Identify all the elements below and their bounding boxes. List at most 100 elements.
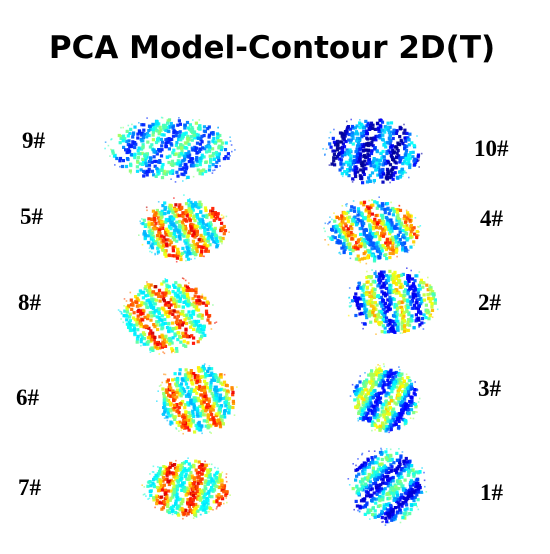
contour-pixel	[364, 234, 368, 238]
contour-pixel	[384, 399, 388, 403]
contour-pixel	[365, 240, 369, 245]
contour-pixel	[167, 393, 171, 397]
contour-pixel	[147, 291, 151, 295]
contour-pixel	[416, 405, 418, 407]
contour-pixel	[368, 294, 372, 299]
contour-pixel	[192, 251, 196, 255]
contour-pixel	[187, 310, 191, 314]
contour-pixel	[354, 391, 358, 396]
contour-pixel	[356, 240, 360, 244]
contour-pixel	[155, 315, 159, 319]
contour-pixel	[416, 388, 418, 390]
contour-pixel	[378, 504, 382, 508]
contour-pixel	[125, 310, 130, 314]
contour-pixel	[416, 389, 419, 392]
contour-pixel	[145, 173, 149, 177]
contour-pixel	[379, 128, 383, 132]
contour-pixel	[156, 320, 160, 324]
contour-pixel	[399, 293, 403, 297]
contour-pixel	[143, 493, 146, 495]
contour-pixel	[198, 156, 202, 161]
contour-pixel	[363, 407, 367, 411]
contour-pixel	[175, 208, 179, 212]
contour-pixel	[187, 231, 191, 235]
contour-pixel	[377, 490, 381, 494]
contour-pixel	[147, 225, 151, 229]
contour-pixel	[355, 504, 359, 508]
contour-pixel	[175, 170, 179, 174]
contour-pixel	[167, 314, 171, 318]
contour-pixel	[381, 492, 385, 496]
contour-pixel	[393, 305, 397, 309]
contour-pixel	[363, 322, 367, 326]
contour-pixel	[373, 182, 375, 184]
contour-pixel	[169, 496, 173, 500]
contour-pixel	[148, 145, 152, 149]
contour-pixel	[171, 217, 175, 221]
contour-pixel	[182, 313, 186, 317]
contour-pixel	[215, 155, 219, 159]
contour-pixel	[370, 313, 374, 317]
contour-pixel	[382, 372, 387, 376]
contour-pixel	[390, 144, 394, 148]
contour-pixel	[110, 148, 112, 151]
contour-pixel	[207, 133, 211, 137]
contour-pixel	[186, 238, 190, 242]
contour-pixel	[365, 180, 370, 184]
contour-pixel	[361, 388, 365, 392]
contour-pixel	[176, 248, 180, 252]
contour-pixel	[341, 220, 345, 224]
contour-pixel	[153, 159, 157, 163]
contour-pixel	[214, 217, 218, 221]
contour-pixel	[203, 231, 207, 235]
contour-pixel	[186, 303, 190, 307]
contour-pixel	[382, 403, 386, 407]
contour-pixel	[198, 147, 202, 151]
contour-pixel	[211, 172, 214, 174]
contour-pixel	[186, 246, 190, 250]
contour-pixel	[375, 242, 379, 246]
contour-pixel	[214, 401, 219, 405]
contour-pixel	[177, 513, 181, 517]
contour-pixel	[207, 397, 211, 401]
contour-pixel	[358, 157, 362, 161]
contour-pixel	[226, 401, 231, 405]
contour-pixel	[161, 479, 165, 483]
contour-pixel	[164, 279, 169, 283]
contour-pixel	[204, 487, 208, 491]
contour-pixel	[205, 312, 209, 316]
contour-pixel	[196, 308, 201, 312]
contour-pixel	[411, 282, 416, 286]
contour-pixel	[215, 153, 219, 157]
contour-pixel	[189, 222, 193, 226]
contour-pixel	[134, 142, 138, 146]
contour-pixel	[150, 334, 155, 338]
contour-pixel	[193, 407, 197, 411]
contour-pixel	[367, 158, 371, 162]
contour-pixel	[201, 364, 205, 368]
contour-pixel	[363, 512, 367, 516]
contour-pixel	[407, 160, 411, 164]
contour-pixel	[162, 500, 166, 504]
contour-pixel	[429, 288, 433, 292]
contour-pixel	[420, 299, 424, 303]
contour-pixel	[198, 136, 202, 140]
contour-pixel	[346, 125, 350, 129]
contour-pixel	[192, 464, 196, 468]
contour-pixel	[204, 309, 209, 313]
contour-pixel	[163, 488, 168, 492]
contour-pixel	[218, 393, 223, 397]
contour-pixel	[398, 462, 402, 466]
contour-pixel	[382, 285, 386, 289]
contour-pixel	[379, 321, 383, 325]
contour-pixel	[175, 495, 179, 499]
contour-pixel	[380, 449, 383, 451]
contour-pixel	[167, 398, 171, 403]
contour-pixel	[173, 315, 177, 319]
contour-pixel	[193, 294, 197, 298]
contour-pixel	[414, 319, 418, 323]
contour-pixel	[414, 489, 418, 493]
contour-pixel	[343, 238, 347, 242]
contour-pixel	[157, 201, 160, 203]
